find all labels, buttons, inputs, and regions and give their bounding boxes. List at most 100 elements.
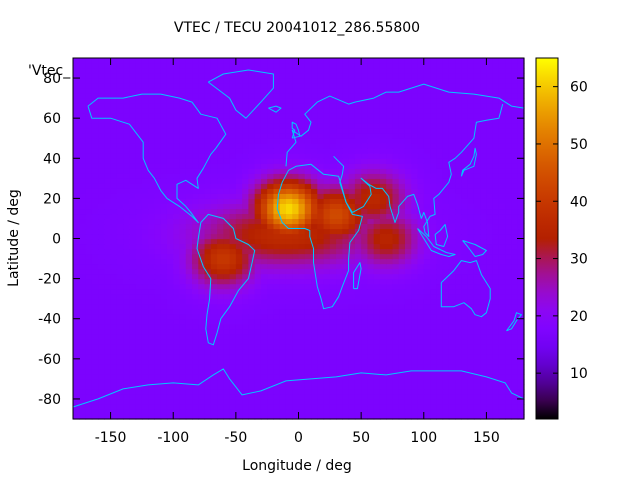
heatmap-cell <box>160 83 168 89</box>
heatmap-cell <box>267 308 275 315</box>
heatmap-cell <box>342 363 350 370</box>
heatmap-cell <box>361 268 368 275</box>
heatmap-cell <box>455 78 462 84</box>
heatmap-cell <box>398 233 406 240</box>
heatmap-cell <box>116 368 124 375</box>
heatmap-cell <box>166 193 174 199</box>
heatmap-cell <box>248 163 256 169</box>
heatmap-cell <box>210 123 218 129</box>
heatmap-cell <box>517 108 525 114</box>
heatmap-cell <box>292 333 300 340</box>
heatmap-cell <box>166 398 174 405</box>
heatmap-cell <box>398 243 406 250</box>
heatmap-cell <box>273 328 281 335</box>
heatmap-cell <box>505 293 513 300</box>
heatmap-cell <box>379 123 387 129</box>
heatmap-cell <box>254 173 262 179</box>
heatmap-cell <box>129 388 137 395</box>
heatmap-cell <box>160 338 168 345</box>
heatmap-cell <box>285 243 293 250</box>
heatmap-cell <box>79 158 87 164</box>
heatmap-cell <box>166 403 174 410</box>
heatmap-cell <box>379 403 387 410</box>
heatmap-cell <box>398 178 406 184</box>
heatmap-cell <box>354 233 362 240</box>
heatmap-cell <box>285 383 293 390</box>
heatmap-cell <box>342 343 350 350</box>
heatmap-cell <box>135 78 143 84</box>
heatmap-cell <box>392 338 400 345</box>
heatmap-cell <box>392 83 400 89</box>
heatmap-cell <box>379 293 387 300</box>
heatmap-cell <box>311 343 318 350</box>
heatmap-cell <box>217 273 224 280</box>
heatmap-cell <box>135 103 143 109</box>
heatmap-cell <box>166 213 174 220</box>
heatmap-cell <box>367 128 375 134</box>
heatmap-cell <box>392 408 400 415</box>
heatmap-cell <box>498 168 506 174</box>
heatmap-cell <box>279 93 287 99</box>
heatmap-cell <box>323 78 331 84</box>
heatmap-cell <box>273 393 281 400</box>
heatmap-cell <box>179 408 187 415</box>
heatmap-cell <box>223 198 231 204</box>
heatmap-cell <box>104 103 112 109</box>
heatmap-cell <box>98 228 105 235</box>
heatmap-cell <box>342 88 350 94</box>
heatmap-cell <box>473 218 481 225</box>
heatmap-area <box>72 57 525 420</box>
heatmap-cell <box>442 93 450 99</box>
heatmap-cell <box>267 153 275 159</box>
heatmap-cell <box>285 198 293 204</box>
heatmap-cell <box>505 258 513 265</box>
heatmap-cell <box>367 263 375 270</box>
heatmap-cell <box>154 303 162 310</box>
heatmap-cell <box>173 88 181 94</box>
heatmap-cell <box>398 173 406 179</box>
heatmap-cell <box>511 168 519 174</box>
heatmap-cell <box>229 268 237 275</box>
heatmap-cell <box>298 243 306 250</box>
heatmap-cell <box>154 363 162 370</box>
heatmap-cell <box>411 218 419 225</box>
heatmap-cell <box>423 323 431 330</box>
heatmap-cell <box>85 408 93 415</box>
heatmap-cell <box>323 363 331 370</box>
heatmap-cell <box>336 103 343 109</box>
heatmap-cell <box>342 103 350 109</box>
heatmap-cell <box>336 223 343 230</box>
heatmap-cell <box>254 93 262 99</box>
heatmap-cell <box>492 73 500 79</box>
heatmap-cell <box>154 158 162 164</box>
heatmap-cell <box>298 368 306 375</box>
heatmap-cell <box>354 318 362 325</box>
heatmap-cell <box>110 413 118 420</box>
heatmap-cell <box>436 253 444 260</box>
heatmap-cell <box>254 288 262 295</box>
heatmap-cell <box>498 373 506 380</box>
heatmap-cell <box>79 78 87 84</box>
heatmap-cell <box>392 143 400 149</box>
heatmap-cell <box>342 353 350 360</box>
heatmap-cell <box>367 383 375 390</box>
heatmap-cell <box>123 198 130 204</box>
heatmap-cell <box>210 233 218 240</box>
heatmap-cell <box>267 183 275 189</box>
heatmap-cell <box>292 213 300 220</box>
heatmap-cell <box>467 273 475 280</box>
heatmap-cell <box>135 198 143 204</box>
heatmap-cell <box>373 213 381 220</box>
heatmap-cell <box>123 338 130 345</box>
heatmap-cell <box>517 358 525 365</box>
heatmap-cell <box>248 328 256 335</box>
heatmap-cell <box>85 353 93 360</box>
heatmap-cell <box>348 198 356 204</box>
heatmap-cell <box>430 173 437 179</box>
heatmap-cell <box>173 293 181 300</box>
heatmap-cell <box>304 103 312 109</box>
heatmap-cell <box>323 183 331 189</box>
heatmap-cell <box>304 303 312 310</box>
heatmap-cell <box>204 213 212 220</box>
heatmap-cell <box>223 158 231 164</box>
